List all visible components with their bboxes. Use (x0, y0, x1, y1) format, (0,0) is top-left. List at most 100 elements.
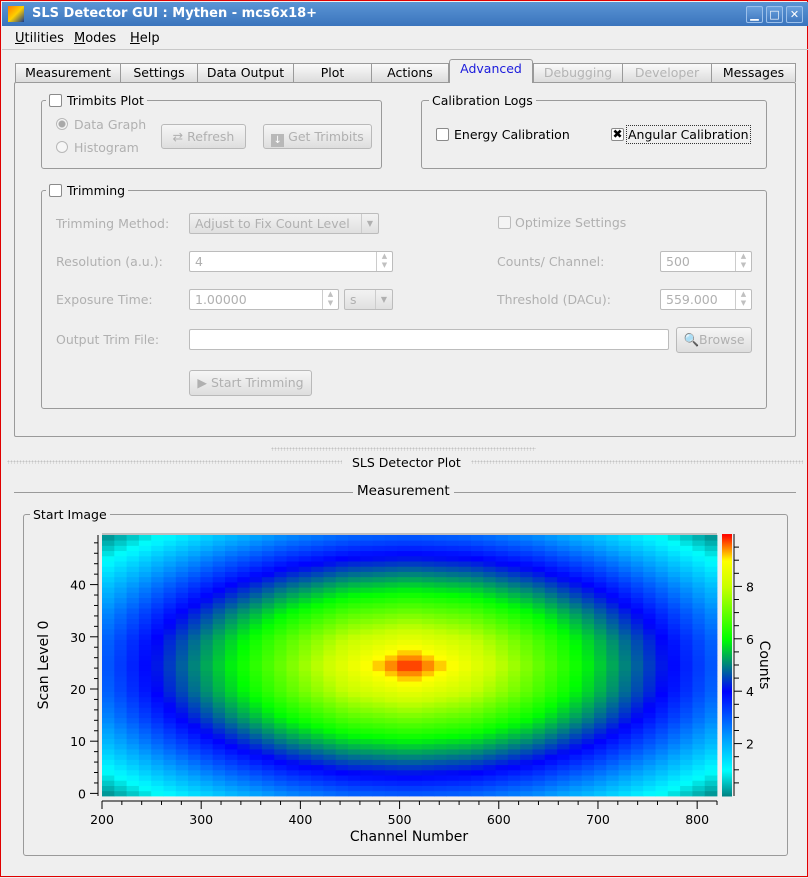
heatmap-cell (458, 613, 472, 619)
heatmap-cell (643, 639, 656, 646)
menu-help[interactable]: Help (130, 31, 160, 46)
trimming-checkbox[interactable] (49, 184, 62, 197)
heatmap-cell (102, 743, 115, 750)
refresh-button[interactable]: ⇄ Refresh (161, 124, 246, 149)
heatmap-cell (335, 717, 349, 724)
heatmap-cell (261, 764, 275, 771)
heatmap-cell (298, 749, 312, 755)
heatmap-cell (569, 665, 583, 672)
heatmap-cell (532, 665, 546, 672)
tab-developer[interactable]: Developer (622, 63, 712, 82)
menu-utilities[interactable]: Utilities (15, 31, 64, 46)
minimize-button[interactable]: ▁ (746, 6, 763, 23)
heatmap-cell (655, 649, 669, 656)
trimbits-checkbox[interactable] (49, 94, 62, 107)
tab-actions[interactable]: Actions (371, 63, 449, 82)
optimize-settings-checkbox[interactable] (498, 216, 511, 229)
heatmap-cell (138, 670, 152, 677)
tab-measurement[interactable]: Measurement (15, 63, 121, 82)
energy-calibration-checkbox[interactable] (436, 128, 449, 141)
heatmap-cell (261, 691, 275, 698)
colorbar-segment (722, 702, 732, 705)
heatmap-cell (138, 623, 152, 630)
counts-channel-spinbox[interactable]: 500 ▲ ▼ (660, 251, 752, 272)
resolution-spinbox[interactable]: 4 ▲ ▼ (189, 251, 393, 272)
colorbar-segment (722, 574, 732, 577)
heatmap-cell (212, 602, 226, 609)
heatmap-cell (163, 759, 177, 766)
heatmap-cell (692, 785, 706, 792)
heatmap-cell (261, 696, 275, 703)
close-button[interactable]: ✕ (786, 6, 803, 23)
output-trim-file-input[interactable] (189, 329, 669, 350)
browse-button[interactable]: 🔍Browse (676, 327, 752, 353)
heatmap-cell (557, 535, 570, 541)
heatmap-cell (692, 754, 706, 760)
heatmap-cell (667, 722, 681, 729)
heatmap-cell (667, 597, 681, 604)
heatmap-cell (643, 618, 656, 625)
heatmap-cell (372, 660, 386, 666)
colorbar-segment (722, 632, 732, 635)
heatmap-cell (237, 764, 250, 771)
splitter-handle[interactable] (271, 447, 536, 451)
heatmap-cell (188, 764, 201, 771)
heatmap-cell (680, 581, 693, 588)
spin-arrows-icon[interactable]: ▲ ▼ (322, 290, 338, 309)
heatmap-cell (618, 681, 632, 687)
heatmap-cell (594, 775, 607, 781)
heatmap-cell (274, 550, 287, 557)
heatmap-cell (225, 712, 238, 719)
tab-debugging[interactable]: Debugging (533, 63, 623, 82)
title-bar[interactable]: SLS Detector GUI : Mythen - mcs6x18+ ▁ □… (2, 2, 808, 26)
exposure-unit-select[interactable]: s ▼ (344, 289, 393, 310)
heatmap-cell (581, 686, 595, 692)
angular-calibration-checkbox[interactable]: ✖ (611, 127, 624, 141)
heatmap-cell (606, 665, 619, 672)
colorbar-segment (722, 716, 732, 719)
heatmap-cell (421, 592, 435, 599)
heatmap-cell (532, 608, 546, 614)
heatmap-cell (372, 597, 386, 604)
heatmap-cell (237, 691, 250, 698)
spin-arrows-icon[interactable]: ▲ ▼ (735, 290, 751, 309)
heatmap-cell (520, 602, 533, 609)
heatmap-cell (372, 649, 386, 656)
colorbar-segment (722, 686, 732, 689)
spin-arrows-icon[interactable]: ▲ ▼ (735, 252, 751, 271)
tab-messages[interactable]: Messages (711, 63, 796, 82)
heatmap-cell (298, 644, 312, 651)
menu-modes[interactable]: Modes (74, 31, 117, 46)
spin-arrows-icon[interactable]: ▲ ▼ (376, 252, 392, 271)
heatmap-cell (704, 780, 718, 786)
heatmap-cell (532, 602, 546, 609)
tab-settings[interactable]: Settings (120, 63, 198, 82)
heatmap-cell (606, 639, 619, 646)
histogram-radio[interactable] (56, 141, 68, 153)
heatmap-cell (348, 618, 361, 625)
heatmap-cell (102, 702, 115, 708)
maximize-button[interactable]: □ (766, 6, 783, 23)
heatmap-cell (421, 707, 435, 713)
heatmap-cell (544, 561, 558, 567)
start-trimming-button[interactable]: ▶ Start Trimming (189, 370, 312, 396)
heatmap-cell (704, 670, 718, 677)
heatmap-cell (286, 733, 300, 739)
get-trimbits-button[interactable]: ↓ Get Trimbits (263, 124, 372, 149)
tab-advanced[interactable]: Advanced (449, 59, 533, 83)
heatmap-cell (483, 618, 496, 625)
heatmap-cell (557, 764, 570, 771)
heatmap-cell (507, 722, 521, 729)
heatmap-cell (249, 655, 263, 661)
data-graph-radio[interactable] (56, 118, 68, 130)
heatmap-cell (692, 628, 706, 635)
heatmap-cell (397, 686, 410, 692)
colorbar-segment (722, 770, 732, 773)
trimming-method-select[interactable]: Adjust to Fix Count Level ▼ (189, 213, 379, 234)
heatmap-cell (126, 655, 140, 661)
threshold-spinbox[interactable]: 559.000 ▲ ▼ (660, 289, 752, 310)
heatmap-cell (286, 644, 300, 651)
heatmap-cell (200, 681, 214, 687)
exposure-time-spinbox[interactable]: 1.00000 ▲ ▼ (189, 289, 339, 310)
heatmap-cell (311, 602, 324, 609)
